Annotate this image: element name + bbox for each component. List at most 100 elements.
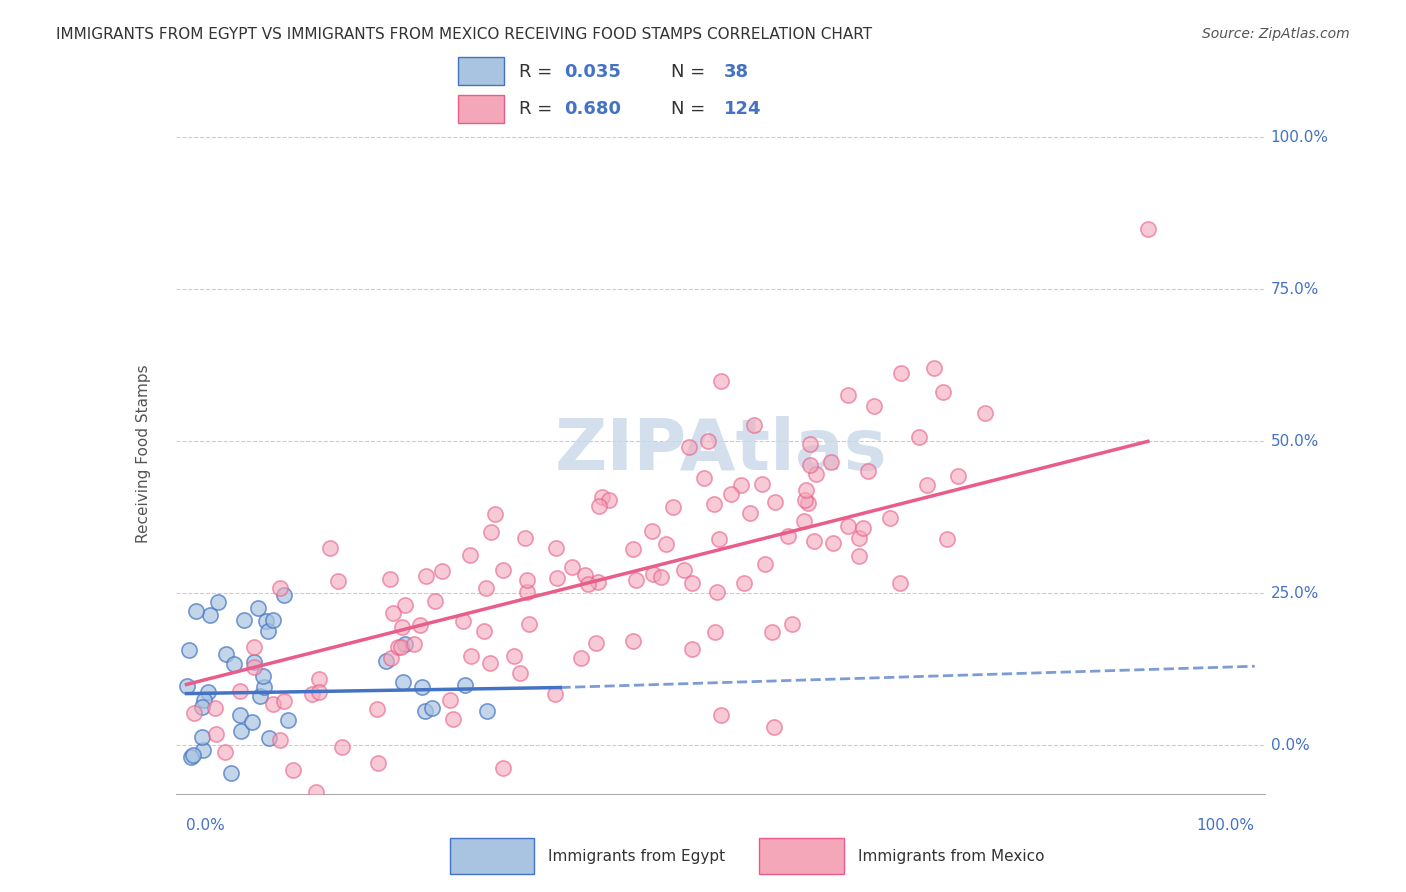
Point	[214, 745, 236, 759]
Point	[821, 536, 844, 550]
Point	[222, 657, 245, 671]
Point	[922, 361, 945, 376]
Text: 0.680: 0.680	[564, 100, 621, 119]
Point	[908, 429, 931, 443]
Point	[176, 679, 198, 693]
Point	[215, 648, 238, 662]
Point	[231, 724, 253, 739]
Point	[641, 524, 664, 538]
Point	[375, 654, 398, 668]
Point	[733, 576, 755, 591]
Point	[252, 669, 274, 683]
Point	[439, 693, 461, 707]
Point	[249, 689, 271, 703]
Point	[382, 606, 405, 620]
Point	[262, 614, 284, 628]
Point	[543, 687, 565, 701]
Point	[693, 471, 716, 485]
Point	[754, 557, 776, 571]
Point	[273, 588, 295, 602]
Point	[650, 570, 672, 584]
Point	[441, 712, 464, 726]
Point	[247, 601, 270, 615]
Text: Immigrants from Egypt: Immigrants from Egypt	[548, 849, 725, 863]
Point	[820, 455, 842, 469]
Point	[862, 400, 884, 414]
Text: 100.0%: 100.0%	[1197, 818, 1254, 833]
Point	[269, 732, 291, 747]
Text: Receiving Food Stamps: Receiving Food Stamps	[136, 364, 152, 543]
Point	[479, 524, 502, 539]
Point	[654, 537, 676, 551]
Point	[328, 574, 350, 589]
Point	[889, 366, 911, 380]
Point	[411, 680, 433, 694]
Point	[932, 384, 955, 399]
Point	[394, 637, 416, 651]
Point	[190, 700, 212, 714]
Point	[484, 507, 506, 521]
Bar	[458, 57, 503, 86]
Point	[366, 702, 388, 716]
Text: N =: N =	[671, 100, 710, 119]
Point	[516, 573, 538, 587]
Point	[204, 727, 226, 741]
Text: 100.0%: 100.0%	[1271, 130, 1329, 145]
Point	[475, 581, 498, 595]
Point	[502, 648, 524, 663]
Point	[703, 625, 725, 640]
Point	[598, 492, 620, 507]
Point	[219, 766, 242, 780]
Point	[576, 577, 599, 591]
Point	[794, 483, 817, 498]
Point	[184, 604, 207, 618]
Point	[710, 374, 733, 388]
Bar	[458, 95, 503, 123]
Point	[177, 643, 200, 657]
Point	[936, 533, 959, 547]
Text: Source: ZipAtlas.com: Source: ZipAtlas.com	[1202, 27, 1350, 41]
Point	[889, 575, 911, 590]
Point	[588, 499, 610, 513]
Point	[519, 617, 541, 632]
Point	[191, 730, 214, 744]
Point	[229, 684, 252, 698]
Point	[974, 406, 997, 420]
Point	[915, 478, 938, 492]
Point	[703, 497, 725, 511]
Text: 0.035: 0.035	[564, 62, 621, 80]
Point	[793, 514, 815, 528]
Text: 38: 38	[724, 62, 749, 80]
Point	[240, 715, 263, 730]
Point	[561, 560, 583, 574]
Point	[193, 742, 215, 756]
Point	[207, 595, 229, 609]
Point	[720, 487, 742, 501]
Point	[451, 614, 474, 628]
Text: R =: R =	[519, 62, 558, 80]
Point	[281, 764, 304, 778]
Point	[799, 437, 821, 451]
Point	[516, 584, 538, 599]
Point	[707, 532, 730, 546]
Point	[641, 566, 664, 581]
Point	[233, 613, 256, 627]
Point	[301, 687, 323, 701]
Point	[586, 574, 609, 589]
Point	[856, 465, 879, 479]
Point	[591, 490, 613, 504]
Point	[837, 519, 859, 533]
Point	[197, 685, 219, 699]
Text: ZIPAtlas: ZIPAtlas	[554, 416, 887, 485]
Point	[621, 542, 644, 557]
Point	[681, 576, 703, 591]
Text: Immigrants from Mexico: Immigrants from Mexico	[858, 849, 1045, 863]
Point	[544, 541, 567, 555]
Point	[762, 720, 785, 734]
Text: 50.0%: 50.0%	[1271, 434, 1319, 449]
Point	[672, 563, 695, 577]
Point	[710, 707, 733, 722]
Point	[574, 567, 596, 582]
Point	[848, 549, 870, 564]
Point	[879, 511, 901, 525]
